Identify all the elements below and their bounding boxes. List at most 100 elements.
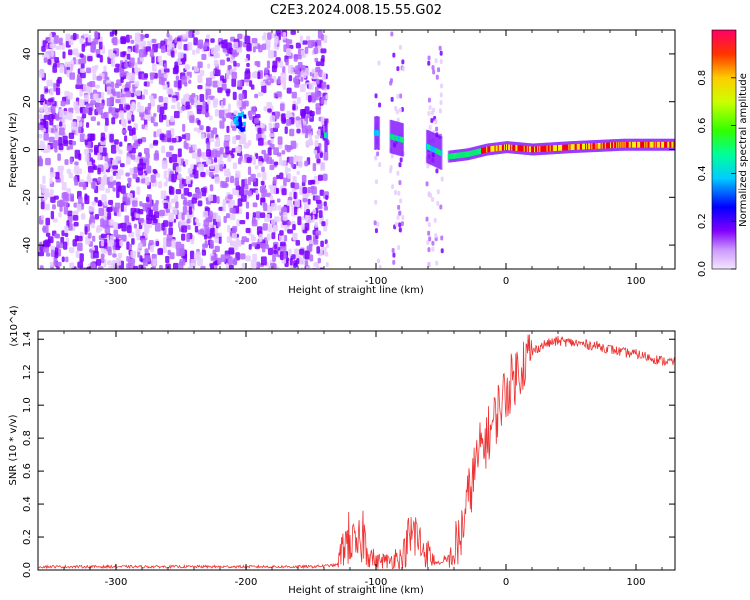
heatmap-cell bbox=[59, 121, 63, 127]
heatmap-cell bbox=[131, 238, 135, 245]
heatmap-cell bbox=[598, 142, 601, 149]
heatmap-cell bbox=[317, 30, 323, 39]
heatmap-cell bbox=[425, 143, 428, 150]
heatmap-cell bbox=[533, 146, 536, 153]
heatmap-cell bbox=[279, 172, 284, 180]
heatmap-cell bbox=[311, 40, 316, 47]
heatmap-cell bbox=[106, 260, 112, 266]
spectrogram-ylabel: Frequency (Hz) bbox=[8, 112, 19, 188]
heatmap-cell bbox=[146, 40, 152, 47]
heatmap-cell bbox=[226, 213, 231, 219]
heatmap-cell bbox=[314, 57, 319, 63]
heatmap-cell bbox=[67, 210, 73, 217]
heatmap-cell bbox=[214, 109, 220, 117]
heatmap-cell bbox=[144, 33, 149, 39]
heatmap-cell bbox=[144, 106, 151, 115]
heatmap-cell bbox=[90, 116, 96, 121]
heatmap-cell bbox=[179, 183, 184, 189]
heatmap-cell bbox=[56, 79, 60, 88]
heatmap-cell bbox=[206, 34, 211, 40]
heatmap-cell bbox=[500, 144, 503, 151]
heatmap-cell bbox=[544, 145, 547, 152]
heatmap-cell bbox=[52, 204, 56, 210]
heatmap-cell bbox=[163, 102, 168, 110]
heatmap-cell bbox=[137, 138, 143, 144]
heatmap-cell bbox=[72, 48, 79, 56]
heatmap-cell bbox=[308, 243, 313, 252]
heatmap-cell bbox=[71, 211, 77, 216]
heatmap-cell bbox=[274, 39, 279, 44]
heatmap-cell bbox=[78, 182, 84, 187]
heatmap-cell bbox=[267, 108, 272, 113]
heatmap-cell bbox=[193, 127, 200, 132]
heatmap-cell bbox=[590, 143, 593, 150]
heatmap-cell bbox=[120, 96, 126, 105]
heatmap-cell bbox=[393, 189, 397, 195]
heatmap-cell bbox=[111, 262, 115, 269]
heatmap-cell bbox=[50, 127, 55, 133]
heatmap-cell bbox=[270, 202, 277, 211]
colorbar-tick-label: 0.2 bbox=[697, 213, 708, 229]
heatmap-cell bbox=[293, 54, 298, 62]
heatmap-cell bbox=[171, 137, 177, 143]
heatmap-cell bbox=[187, 42, 193, 51]
heatmap-cell bbox=[103, 174, 108, 179]
heatmap-cell bbox=[326, 132, 329, 139]
heatmap-cell bbox=[116, 181, 121, 191]
heatmap-cell bbox=[163, 181, 168, 187]
heatmap-cell bbox=[492, 145, 495, 152]
heatmap-cell bbox=[92, 180, 96, 190]
heatmap-cell bbox=[115, 172, 122, 180]
heatmap-cell bbox=[214, 234, 219, 244]
heatmap-cell bbox=[186, 233, 190, 243]
heatmap-cell bbox=[280, 103, 285, 112]
heatmap-cell bbox=[326, 84, 330, 90]
heatmap-cell bbox=[125, 104, 131, 110]
heatmap-cell bbox=[136, 186, 141, 195]
heatmap-cell bbox=[209, 171, 214, 178]
heatmap-cell bbox=[456, 152, 459, 159]
heatmap-cell bbox=[168, 213, 174, 223]
heatmap-cell bbox=[631, 141, 634, 148]
heatmap-cell bbox=[47, 236, 54, 244]
colorbar-ticks: 0.0 0.2 0.4 0.6 0.8 bbox=[697, 70, 736, 277]
heatmap-cell bbox=[131, 134, 137, 141]
heatmap-cell bbox=[220, 254, 226, 263]
snr-xlabel: Height of straight line (km) bbox=[288, 585, 424, 596]
heatmap-cell bbox=[149, 245, 155, 253]
heatmap-cell bbox=[324, 239, 328, 245]
colorbar: 0.0 0.2 0.4 0.6 0.8 Normalized spectral ampl… bbox=[697, 29, 749, 277]
heatmap-cell bbox=[143, 224, 150, 230]
heatmap-cell bbox=[587, 143, 590, 150]
heatmap-cell bbox=[84, 193, 88, 201]
colorbar-tick-label: 0.8 bbox=[697, 70, 708, 86]
heatmap-cell bbox=[314, 86, 319, 94]
heatmap-cell bbox=[87, 166, 94, 173]
heatmap-cell bbox=[499, 145, 502, 151]
heatmap-cell bbox=[111, 30, 118, 35]
heatmap-cell bbox=[109, 134, 114, 143]
snr-x-tick-label: -200 bbox=[235, 577, 258, 588]
heatmap-cell bbox=[486, 146, 489, 153]
heatmap-cell bbox=[300, 76, 304, 82]
heatmap-cell bbox=[141, 137, 147, 143]
heatmap-cell bbox=[149, 72, 155, 77]
heatmap-cell bbox=[137, 101, 141, 108]
heatmap-cell bbox=[565, 144, 568, 151]
heatmap-cell bbox=[184, 93, 190, 99]
heatmap-cell bbox=[201, 191, 207, 197]
heatmap-cell bbox=[163, 63, 168, 70]
heatmap-cell bbox=[179, 248, 185, 257]
heatmap-cell bbox=[436, 189, 440, 195]
heatmap-cell bbox=[460, 152, 463, 158]
heatmap-cell bbox=[251, 37, 258, 44]
heatmap-cell bbox=[45, 232, 51, 237]
heatmap-cell bbox=[281, 160, 287, 167]
heatmap-cell bbox=[250, 173, 256, 182]
heatmap-cell bbox=[130, 258, 136, 264]
heatmap-cell bbox=[526, 146, 529, 152]
heatmap-cell bbox=[493, 145, 496, 152]
heatmap-cell bbox=[224, 135, 231, 141]
heatmap-cell bbox=[290, 30, 296, 35]
heatmap-cell bbox=[40, 201, 45, 210]
